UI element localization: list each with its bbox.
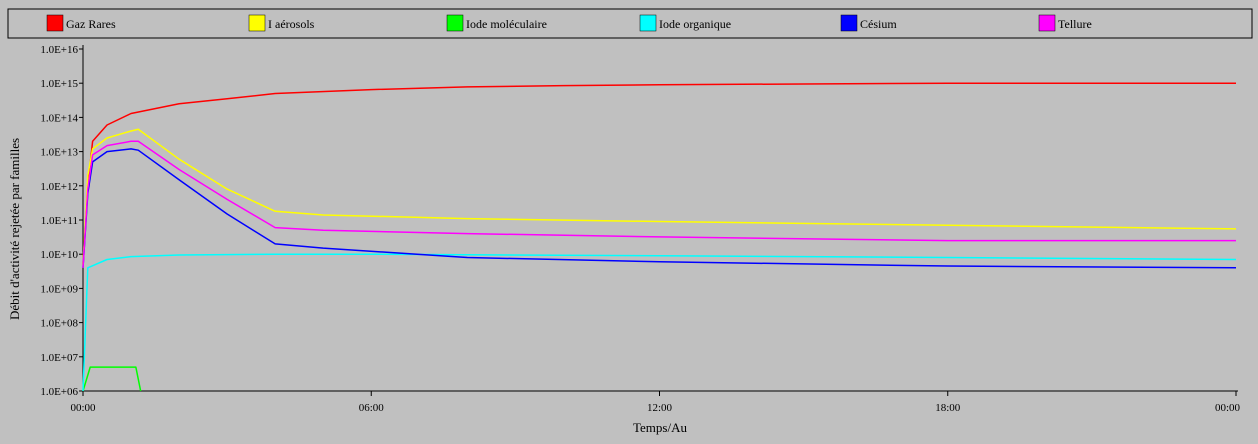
axes: 1.0E+06 1.0E+07 1.0E+08 1.0E+09 1.0E+10 1.0E+… <box>40 44 1240 414</box>
x-tick-label: 00:00 <box>70 402 96 414</box>
legend: Gaz Rares I aérosols Iode moléculaire Iode … <box>7 8 1253 39</box>
legend-label: Gaz Rares <box>66 17 116 31</box>
legend-label: Césium <box>860 17 897 31</box>
y-tick-label: 1.0E+13 <box>40 147 78 159</box>
x-tick-label: 18:00 <box>935 402 961 414</box>
y-tick-label: 1.0E+15 <box>40 78 78 90</box>
y-tick-label: 1.0E+07 <box>40 352 78 364</box>
y-tick-label: 1.0E+14 <box>40 112 78 124</box>
y-tick-label: 1.0E+06 <box>40 386 78 398</box>
y-tick-label: 1.0E+11 <box>41 215 78 227</box>
legend-label: Iode moléculaire <box>466 17 547 31</box>
x-tick-label: 00:00 <box>1215 402 1241 414</box>
legend-swatch <box>639 14 657 32</box>
y-tick-label: 1.0E+09 <box>40 283 78 295</box>
legend-label: Iode organique <box>659 17 731 31</box>
series-layer <box>82 82 1237 392</box>
x-axis-label: Temps/Au <box>633 420 687 435</box>
y-tick-label: 1.0E+08 <box>40 318 78 330</box>
legend-swatch <box>446 14 464 32</box>
y-tick-label: 1.0E+10 <box>40 249 78 261</box>
series-line <box>82 253 1237 392</box>
x-tick-label: 12:00 <box>647 402 673 414</box>
legend-swatch <box>248 14 266 32</box>
legend-label: Tellure <box>1058 17 1092 31</box>
legend-swatch <box>840 14 858 32</box>
legend-label: I aérosols <box>268 17 315 31</box>
y-tick-label: 1.0E+12 <box>40 181 78 193</box>
series-line <box>82 140 1236 268</box>
series-line <box>82 366 142 392</box>
series-line <box>82 82 1236 265</box>
x-tick-label: 06:00 <box>359 402 385 414</box>
series-line <box>82 128 1237 265</box>
legend-swatch <box>46 14 64 32</box>
legend-swatch <box>1038 14 1056 32</box>
series-line <box>82 148 1237 269</box>
y-axis-label: Débit d'activité rejetée par familles <box>7 138 22 320</box>
y-tick-label: 1.0E+16 <box>40 44 78 56</box>
